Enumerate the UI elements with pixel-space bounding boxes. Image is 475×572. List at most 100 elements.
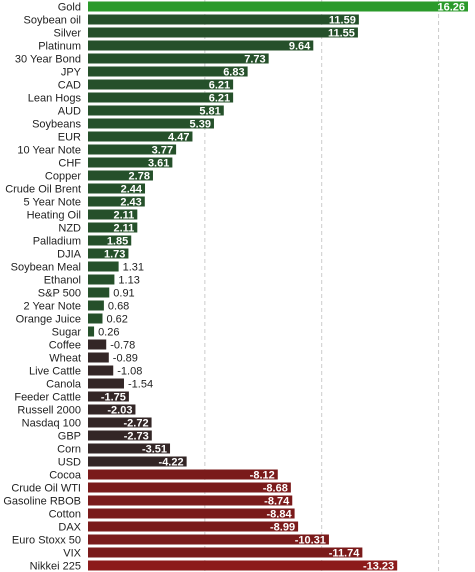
- category-label: Lean Hogs: [28, 93, 82, 105]
- bar: [88, 378, 124, 389]
- category-label: Russell 2000: [17, 405, 81, 417]
- value-labels: 16.2611.5911.559.647.736.836.216.215.815…: [98, 2, 465, 572]
- bar: [88, 274, 115, 285]
- value-label: 2.11: [113, 223, 134, 235]
- category-label: Copper: [45, 171, 81, 183]
- value-label: 6.21: [209, 80, 230, 92]
- bar: [88, 482, 291, 493]
- category-label: Nasdaq 100: [22, 418, 81, 430]
- category-label: Live Cattle: [29, 366, 81, 378]
- bar: [88, 235, 132, 246]
- category-label: Ethanol: [44, 275, 81, 287]
- value-label: -11.74: [329, 548, 360, 560]
- value-label: -8.99: [270, 522, 295, 534]
- category-label: S&P 500: [38, 288, 81, 300]
- value-label: 1.85: [107, 236, 128, 248]
- value-label: -8.74: [264, 496, 290, 508]
- category-label: NZD: [58, 223, 81, 235]
- bar: [88, 196, 145, 207]
- value-label: 2.78: [129, 171, 150, 183]
- bar: [88, 495, 293, 506]
- bar: [88, 1, 468, 12]
- category-label: CAD: [58, 80, 81, 92]
- bar: [88, 456, 187, 467]
- value-label: 2.11: [113, 210, 134, 222]
- category-label: Cotton: [49, 509, 81, 521]
- bar: [88, 443, 171, 454]
- bars: [88, 1, 468, 571]
- value-label: -1.75: [101, 392, 126, 404]
- value-label: -1.54: [128, 379, 153, 391]
- category-label: 30 Year Bond: [15, 54, 81, 66]
- category-label: Palladium: [33, 236, 81, 248]
- category-label: Soybeans: [32, 119, 81, 131]
- category-label: Wheat: [49, 353, 81, 365]
- category-label: VIX: [63, 548, 81, 560]
- value-label: 1.31: [123, 262, 144, 274]
- category-label: CHF: [58, 158, 81, 170]
- bar: [88, 183, 146, 194]
- bar: [88, 144, 177, 155]
- bar: [88, 313, 103, 324]
- bar: [88, 326, 95, 337]
- value-label: 2.44: [121, 184, 143, 196]
- category-label: Corn: [57, 444, 81, 456]
- value-label: -0.89: [113, 353, 138, 365]
- value-label: 3.61: [148, 158, 169, 170]
- value-label: -3.51: [142, 444, 167, 456]
- bar: [88, 92, 234, 103]
- value-label: -1.08: [117, 366, 142, 378]
- value-label: 6.83: [223, 67, 244, 79]
- category-label: EUR: [58, 132, 81, 144]
- value-label: -2.72: [123, 418, 148, 430]
- category-label: 10 Year Note: [17, 145, 81, 157]
- bar: [88, 365, 114, 376]
- category-label: Crude Oil Brent: [5, 184, 81, 196]
- bar: [88, 469, 278, 480]
- bar: [88, 352, 109, 363]
- bar: [88, 209, 138, 220]
- bar: [88, 79, 234, 90]
- value-label: 5.81: [199, 106, 220, 118]
- category-label: Sugar: [52, 327, 82, 339]
- category-label: Platinum: [38, 41, 81, 53]
- category-label: AUD: [58, 106, 81, 118]
- bar: [88, 14, 359, 25]
- category-label: DJIA: [57, 249, 82, 261]
- value-label: 3.77: [152, 145, 173, 157]
- value-label: 1.13: [118, 275, 139, 287]
- value-label: 11.55: [328, 28, 355, 40]
- value-label: 2.43: [120, 197, 141, 209]
- category-label: Silver: [53, 28, 81, 40]
- category-label: Euro Stoxx 50: [12, 535, 81, 547]
- bar: [88, 261, 119, 272]
- category-label: USD: [58, 457, 81, 469]
- value-label: 6.21: [209, 93, 230, 105]
- value-label: 0.62: [106, 314, 127, 326]
- value-label: 0.68: [108, 301, 129, 313]
- category-label: 5 Year Note: [24, 197, 82, 209]
- bar: [88, 547, 363, 558]
- value-label: -8.68: [263, 483, 288, 495]
- category-label: Feeder Cattle: [14, 392, 81, 404]
- bar: [88, 521, 299, 532]
- value-label: 7.73: [244, 54, 265, 66]
- value-label: 9.64: [289, 41, 311, 53]
- bar: [88, 287, 110, 298]
- category-label: Crude Oil WTI: [11, 483, 81, 495]
- category-label: Coffee: [49, 340, 81, 352]
- value-label: 0.91: [113, 288, 134, 300]
- category-label: Gasoline RBOB: [3, 496, 81, 508]
- category-label: GBP: [58, 431, 81, 443]
- bar: [88, 105, 224, 116]
- category-label: Heating Oil: [27, 210, 81, 222]
- bar: [88, 40, 314, 51]
- category-label: Soybean Meal: [11, 262, 81, 274]
- value-label: -8.12: [250, 470, 275, 482]
- bar: [88, 339, 107, 350]
- value-label: -8.84: [267, 509, 293, 521]
- category-label: DAX: [58, 522, 81, 534]
- bar: [88, 508, 295, 519]
